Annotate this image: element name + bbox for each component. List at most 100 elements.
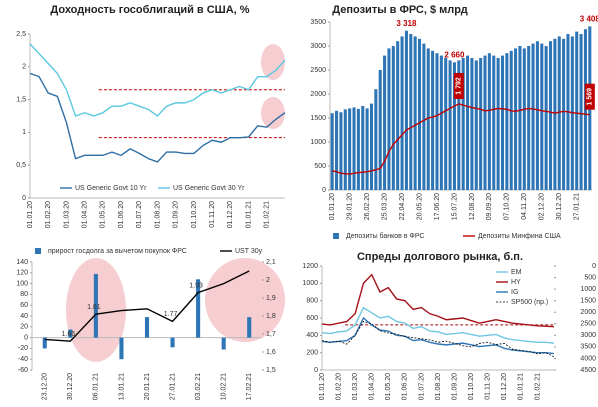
bar <box>413 36 417 191</box>
bar <box>247 317 252 338</box>
bar <box>348 108 352 190</box>
y-tick-label: 0 <box>322 187 326 194</box>
data-label: 2 660 <box>444 50 465 59</box>
highlight <box>261 44 285 80</box>
data-label: 3 318 <box>396 19 417 28</box>
x-tick-label: 01.04.20 <box>369 373 376 400</box>
bar <box>378 70 382 190</box>
x-tick-label: 20.05.20 <box>416 193 423 220</box>
y-tick-label: 1500 <box>310 115 326 122</box>
x-tick-label: 12.08.20 <box>469 193 476 220</box>
y-tick-label: 200 <box>306 350 318 357</box>
label-box <box>584 83 595 110</box>
bar <box>461 58 465 190</box>
y-tick-label: 600 <box>306 315 318 322</box>
x-tick-label: 13.01.21 <box>118 373 125 400</box>
data-label: 1.81 <box>87 304 101 311</box>
bar <box>531 43 535 190</box>
bar <box>518 46 522 190</box>
x-tick-label: 23.12.20 <box>42 373 49 400</box>
y2-tick-label: 1,5 <box>266 367 276 374</box>
y2-tick-label: 1000 <box>580 286 596 293</box>
bar <box>444 58 448 190</box>
y2-tick-label: 3000 <box>580 332 596 339</box>
bar <box>553 38 557 190</box>
y-tick-label: 80 <box>20 291 28 298</box>
legend-label: US Generic Govt 10 Yr <box>75 185 147 192</box>
y2-tick-label: 4000 <box>580 355 596 362</box>
x-tick-label: 01.01.20 <box>319 373 326 400</box>
bar <box>404 30 408 191</box>
x-tick-label: 01.02.20 <box>335 373 342 400</box>
x-tick-label: 01.10.20 <box>191 201 198 228</box>
x-tick-label: 10.02.21 <box>221 373 228 400</box>
y2-tick-label: 1,8 <box>266 313 276 320</box>
bar <box>562 38 566 190</box>
x-tick-label: 01.02.21 <box>534 373 541 400</box>
bar <box>557 36 561 191</box>
y-tick-label: 500 <box>314 163 326 170</box>
bar <box>527 46 531 190</box>
x-tick-label: 27.01.21 <box>169 373 176 400</box>
y-tick-label: 100 <box>16 280 28 287</box>
bar <box>396 41 400 191</box>
bar <box>335 110 339 190</box>
x-tick-label: 02.12.20 <box>539 193 546 220</box>
bar <box>452 62 456 190</box>
bar <box>352 107 356 190</box>
legend-swatch <box>35 248 41 254</box>
bar <box>522 48 526 191</box>
legend-label: US Generic Govt 30 Yr <box>173 185 245 192</box>
x-tick-label: 07.10.20 <box>504 193 511 220</box>
bar <box>42 337 47 349</box>
x-tick-label: 01.09.20 <box>451 373 458 400</box>
x-tick-label: 30.12.20 <box>67 373 74 400</box>
bar <box>544 46 548 190</box>
bar <box>361 106 365 190</box>
bar <box>387 48 391 191</box>
bar <box>369 103 374 190</box>
y-tick-label: 3000 <box>310 43 326 50</box>
data-label: 1 569 <box>587 88 594 106</box>
x-tick-label: 30.12.20 <box>556 193 563 220</box>
y-tick-label: 20 <box>20 324 28 331</box>
y-tick-label: 2 <box>22 64 26 71</box>
bar <box>575 31 579 190</box>
x-tick-label: 01.06.20 <box>118 201 125 228</box>
line <box>321 273 555 328</box>
bar <box>330 113 334 190</box>
bar <box>492 55 496 190</box>
line <box>44 270 250 342</box>
y-tick-label: 0 <box>24 334 28 341</box>
line <box>321 320 555 358</box>
x-tick-label: 01.05.20 <box>385 373 392 400</box>
bar <box>457 60 461 191</box>
y-tick-label: 1000 <box>310 139 326 146</box>
bar <box>466 55 470 190</box>
x-tick-label: 01.09.20 <box>173 201 180 228</box>
bar <box>470 58 474 190</box>
legend-label: UST 30y <box>235 248 263 255</box>
y2-tick-label: 2 <box>266 277 270 284</box>
x-tick-label: 09.09.20 <box>486 193 493 220</box>
bar <box>431 50 435 190</box>
legend-label: Депозиты Минфина США <box>478 233 561 240</box>
bar <box>579 34 583 190</box>
x-tick-label: 25.03.20 <box>381 193 388 220</box>
legend-swatch <box>333 233 339 239</box>
x-tick-label: 22.04.20 <box>399 193 406 220</box>
line <box>29 43 286 117</box>
x-tick-label: 27.01.21 <box>574 193 581 220</box>
bar <box>170 337 175 348</box>
line <box>332 103 590 175</box>
x-tick-label: 04.11.20 <box>521 193 528 220</box>
bar <box>93 273 98 338</box>
highlight <box>261 97 285 129</box>
bar <box>509 50 513 190</box>
y-tick-label: 1000 <box>302 280 318 287</box>
y-tick-label: 120 <box>16 270 28 277</box>
x-tick-label: 20.01.21 <box>144 373 151 400</box>
bar <box>383 55 387 190</box>
x-tick-label: 01.02.21 <box>264 201 271 228</box>
